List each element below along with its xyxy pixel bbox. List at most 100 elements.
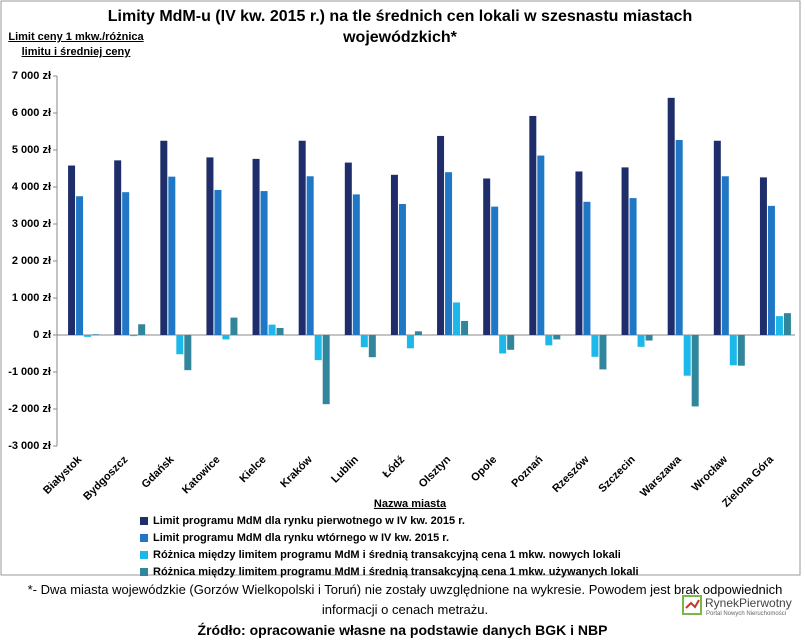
legend-swatch: [140, 551, 148, 559]
chart-border: [0, 0, 801, 576]
bar: [298, 140, 306, 335]
x-tick-label: Katowice: [180, 454, 223, 497]
bar: [268, 324, 276, 335]
bar: [437, 135, 445, 335]
legend-swatch: [140, 517, 148, 525]
bar: [76, 196, 84, 335]
bar: [583, 201, 591, 335]
y-axis-label: Limit ceny 1 mkw./różnica limitu i średn…: [8, 31, 144, 58]
x-tick-label: Gdańsk: [139, 453, 177, 491]
bar: [276, 327, 284, 335]
bar: [214, 189, 222, 335]
logo-tagline: Portal Nowych Nieruchomości: [706, 611, 787, 617]
bar: [545, 335, 553, 346]
bar: [667, 97, 675, 335]
x-tick-label: Warszawa: [638, 453, 684, 499]
bar: [721, 176, 729, 335]
legend-swatch: [140, 568, 148, 576]
bar: [683, 335, 691, 376]
bar: [729, 335, 737, 366]
bar: [344, 162, 352, 335]
bar: [130, 335, 138, 337]
bar: [675, 140, 683, 335]
bar: [68, 165, 76, 335]
bar: [575, 171, 583, 335]
y-tick-label: 7 000 zł: [12, 70, 51, 82]
bar: [599, 335, 607, 370]
bar: [775, 316, 783, 335]
bar: [637, 335, 645, 347]
x-tick-label: Łódź: [380, 453, 407, 480]
x-tick-label: Kielce: [237, 454, 268, 485]
bar: [691, 335, 699, 407]
x-tick-label: Poznań: [509, 454, 545, 490]
bar: [461, 320, 469, 335]
bar: [591, 335, 599, 357]
footnote: *- Dwa miasta wojewódzkie (Gorzów Wielko…: [27, 582, 783, 617]
legend-label: Różnica między limitem programu MdM i śr…: [153, 566, 639, 578]
bar: [222, 335, 230, 340]
bar: [84, 335, 92, 337]
bar: [529, 115, 537, 336]
bar: [352, 194, 360, 335]
bar: [537, 155, 545, 335]
bar: [398, 204, 406, 335]
bar: [184, 335, 192, 371]
bar: [390, 174, 398, 335]
bar: [314, 335, 322, 361]
bar: [645, 335, 653, 341]
bar: [306, 176, 314, 335]
legend-label: Limit programu MdM dla rynku pierwotnego…: [153, 515, 465, 527]
y-tick-label: 4 000 zł: [12, 181, 51, 193]
bar: [507, 335, 515, 350]
y-tick-label: -2 000 zł: [8, 403, 51, 415]
x-axis-label: Nazwa miasta: [374, 498, 447, 510]
bar: [230, 317, 238, 335]
bar: [406, 335, 414, 349]
y-tick-label: 2 000 zł: [12, 255, 51, 267]
bar: [122, 192, 130, 335]
y-tick-label: 6 000 zł: [12, 107, 51, 119]
legend-swatch: [140, 534, 148, 542]
bar: [483, 178, 491, 335]
chart-title: Limity MdM-u (IV kw. 2015 r.) na tle śre…: [107, 8, 693, 46]
bar: [322, 335, 330, 405]
bar: [138, 324, 146, 335]
bar: [414, 331, 422, 335]
x-tick-label: Kraków: [278, 453, 315, 490]
x-tick-label: Białystok: [41, 453, 85, 497]
bar: [453, 302, 461, 335]
legend-label: Różnica między limitem programu MdM i śr…: [153, 549, 621, 561]
bar: [445, 172, 453, 335]
y-tick-label: 1 000 zł: [12, 292, 51, 304]
bar: [783, 313, 791, 335]
bar: [713, 140, 721, 335]
bar: [168, 176, 176, 335]
y-tick-label: -1 000 zł: [8, 366, 51, 378]
bar: [767, 205, 775, 335]
bar: [176, 335, 184, 355]
bar: [491, 206, 499, 335]
y-tick-label: -3 000 zł: [8, 440, 51, 452]
logo-name: RynekPierwotny: [705, 596, 792, 610]
x-tick-label: Lublin: [329, 454, 361, 486]
bar: [759, 177, 767, 335]
x-tick-label: Bydgoszcz: [81, 453, 130, 502]
logo-icon: [682, 595, 702, 615]
y-tick-label: 0 zł: [33, 329, 51, 341]
bar: [92, 334, 100, 335]
bar: [252, 158, 260, 335]
legend-label: Limit programu MdM dla rynku wtórnego w …: [153, 532, 449, 544]
x-tick-label: Olsztyn: [417, 453, 454, 490]
bar: [206, 157, 214, 335]
bar: [360, 335, 368, 348]
y-tick-label: 5 000 zł: [12, 144, 51, 156]
bar: [260, 191, 268, 335]
source: Źródło: opracowanie własne na podstawie …: [197, 622, 608, 638]
x-tick-label: Wrocław: [690, 453, 731, 494]
bar: [160, 140, 168, 335]
bar: [499, 335, 507, 354]
x-tick-label: Rzeszów: [550, 453, 592, 495]
x-tick-label: Opole: [469, 454, 500, 485]
